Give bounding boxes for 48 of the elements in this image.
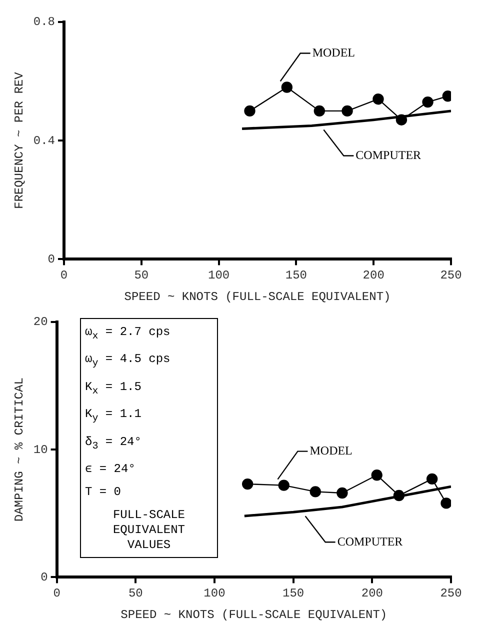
y-axis-title: DAMPING ~ % CRITICAL bbox=[12, 378, 26, 522]
x-tick-label: 250 bbox=[440, 268, 462, 283]
point bbox=[281, 82, 293, 93]
annotation: K$_{x}$ = 1.5 bbox=[85, 378, 142, 400]
point bbox=[426, 473, 438, 485]
annotation: K$_{y}$ = 1.1 bbox=[85, 406, 142, 427]
text: COMPUTER bbox=[356, 148, 422, 162]
x-tick-label: 50 bbox=[128, 586, 143, 601]
x-tick-label: 250 bbox=[440, 586, 462, 601]
point bbox=[372, 93, 384, 105]
x-tick-label: 50 bbox=[134, 268, 149, 283]
y-tick-label: 10 bbox=[33, 442, 48, 457]
point bbox=[314, 105, 326, 117]
y-tick-label: 0 bbox=[40, 570, 48, 584]
text: MODEL bbox=[310, 443, 352, 458]
point bbox=[310, 486, 321, 498]
annotation: T = 0 bbox=[85, 484, 122, 501]
text: COMPUTER bbox=[337, 534, 403, 548]
point bbox=[242, 478, 254, 490]
text: MODEL bbox=[312, 45, 356, 60]
x-axis-title: SPEED ~ KNOTS (FULL-SCALE EQUIVALENT) bbox=[124, 290, 391, 304]
y-axis-title: FREQUENCY ~ PER REV bbox=[12, 71, 26, 210]
point bbox=[440, 498, 451, 509]
point bbox=[336, 487, 348, 499]
annotation: δ$_{3}$ = 24° bbox=[85, 434, 142, 454]
x-tick-label: 200 bbox=[362, 268, 384, 283]
point bbox=[342, 105, 353, 117]
y-tick-label: 20 bbox=[33, 315, 48, 330]
point bbox=[422, 96, 434, 108]
x-tick-label: 200 bbox=[361, 586, 383, 601]
y-tick-label: 0.4 bbox=[33, 134, 56, 148]
annotation: ω$_{y}$ = 4.5 cps bbox=[85, 351, 172, 372]
point bbox=[393, 490, 405, 502]
y-tick-label: 0.8 bbox=[33, 15, 56, 30]
x-tick-label: 100 bbox=[208, 268, 230, 283]
y-tick-label: 0 bbox=[48, 252, 56, 266]
point bbox=[278, 480, 290, 491]
x-axis-title: SPEED ~ KNOTS (FULL-SCALE EQUIVALENT) bbox=[120, 608, 388, 622]
x-tick-label: 150 bbox=[282, 586, 304, 601]
annotation: FULL-SCALE EQUIVALENT VALUES bbox=[112, 508, 186, 553]
point bbox=[371, 470, 382, 481]
annotation: ω$_{x}$ = 2.7 cps bbox=[85, 324, 172, 344]
point bbox=[396, 114, 408, 126]
x-tick-label: 100 bbox=[204, 586, 226, 601]
annotation: ϵ = 24° bbox=[85, 460, 136, 478]
point bbox=[244, 105, 256, 117]
x-tick-label: 150 bbox=[285, 268, 308, 283]
x-tick-label: 0 bbox=[60, 268, 68, 283]
